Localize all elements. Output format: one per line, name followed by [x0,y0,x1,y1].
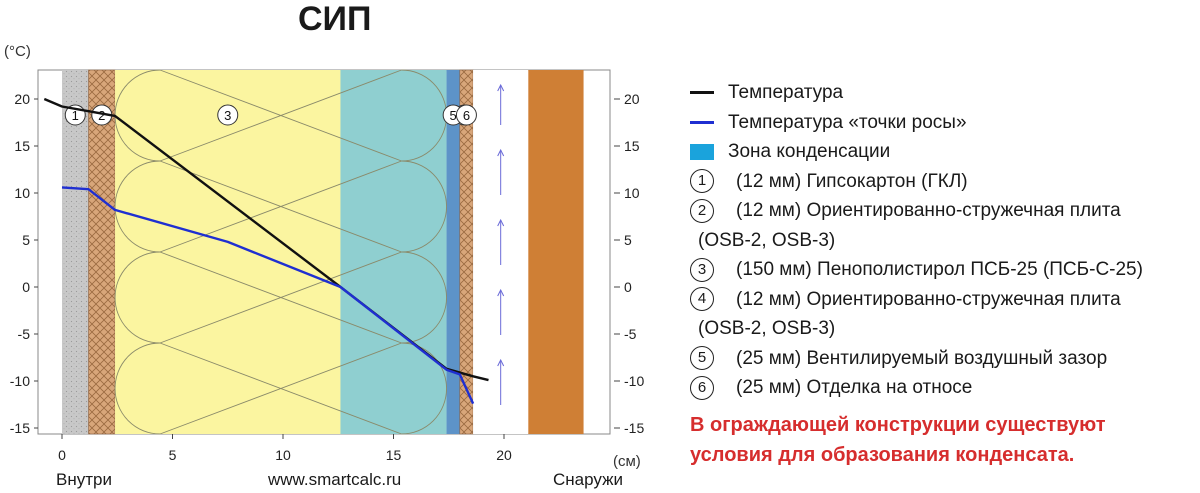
y-tick-label-left: 5 [22,232,30,248]
layer-number-text: 1 [72,108,79,123]
dew-point-swatch [690,120,714,124]
y-tick-label-left: 10 [14,185,30,201]
legend-dew-point-label: Температура «точки росы» [728,111,967,133]
foam-lobe-left [114,160,161,253]
y-tick-label-right: 10 [624,185,640,201]
warning-line-1: В ограждающей конструкции существуют [690,414,1106,436]
y-tick-label-right: -5 [624,326,637,342]
layer-number-badge: 4 [690,287,714,312]
y-axis-unit: (°C) [4,43,31,60]
condensation-zone [340,70,447,434]
legend-condensation: Зона конденсации [690,137,1195,167]
foam-lobe-left [114,342,161,435]
layer-description: (25 мм) Отделка на относе [736,377,973,398]
layer-number-text: 5 [450,108,457,123]
air-flow-arrowhead [497,83,505,92]
foam-diagonal [159,342,402,435]
air-flow-arrowhead [497,288,505,297]
x-tick-label: 5 [169,447,177,463]
temperature-chart: 1234562020151510105500-5-5-10-10-15-1505… [4,43,644,470]
legend-layer-6: 6 (25 мм) Отделка на относе [690,373,1195,403]
condensation-swatch [690,143,714,160]
air-flow-arrowhead [497,148,505,157]
chart-title: СИП [298,0,372,38]
dew-point-line [61,186,475,405]
air-flow-arrowhead [497,218,505,227]
foam-diagonal [159,251,402,344]
x-tick-label: 15 [386,447,402,463]
layer-number-text: 6 [463,108,470,123]
layer-gypsum [62,70,89,434]
legend-layer-2-cont: (OSB-2, OSB-3) [698,229,836,251]
layer-description: (12 мм) Ориентированно-стружечная плита [736,288,1121,310]
layer-number-badge: 5 [690,346,714,371]
foam-diagonal [159,160,402,253]
legend-temperature-label: Температура [728,82,844,103]
x-tick-label: 10 [275,447,291,463]
layer-finish [528,70,584,434]
y-tick-label-left: -5 [18,326,31,342]
y-tick-label-left: 20 [14,91,30,107]
legend-layer-4-cont: (OSB-2, OSB-3) [698,318,836,339]
layer-number-text: 3 [224,108,231,123]
air-flow-arrowhead [497,358,505,367]
legend-dew-point: Температура «точки росы» [690,108,1195,138]
y-tick-label-left: 15 [14,138,30,154]
y-tick-label-left: 0 [22,279,30,295]
outside-label: Снаружи [553,470,623,489]
legend-layer-1: 1 (12 мм) Гипсокартон (ГКЛ) [690,167,1195,197]
layer-number-badge: 6 [690,375,714,400]
legend: Температура Температура «точки росы» Зон… [690,78,1195,403]
legend-layer-3: 3 (150 мм) Пенополистирол ПСБ-25 (ПСБ-С-… [690,255,1195,285]
foam-lobe-right [401,251,447,344]
warning-line-2: условия для образования конденсата. [690,444,1075,466]
layer-foam [115,70,341,434]
legend-layer-4: 4 (12 мм) Ориентированно-стружечная плит… [690,285,1195,315]
y-tick-label-left: -10 [10,373,30,389]
legend-layer-2: 2 (12 мм) Ориентированно-стружечная плит… [690,196,1195,226]
foam-lobe-left [114,251,161,344]
y-tick-label-right: 15 [624,138,640,154]
y-tick-label-right: 20 [624,91,640,107]
layer-number-badge: 3 [690,257,714,282]
legend-temperature: Температура [690,78,1195,108]
layer-description: (12 мм) Ориентированно-стружечная плита [736,200,1121,221]
y-tick-label-left: -15 [10,420,30,436]
layer-number-badge: 1 [690,169,714,194]
layer-number-circle [455,104,477,126]
y-tick-label-right: -15 [624,420,644,436]
temperature-line [43,97,489,382]
website-label: www.smartcalc.ru [268,470,402,489]
foam-lobe-right [401,160,447,253]
layer-number-text: 2 [98,108,105,123]
y-tick-label-right: 0 [624,279,632,295]
layer-osb-outer-wet [446,70,460,434]
foam-diagonal [159,69,402,162]
layer-description: (150 мм) Пенополистирол ПСБ-25 (ПСБ-С-25… [736,259,1143,280]
legend-condensation-label: Зона конденсации [728,141,891,162]
temperature-swatch [690,91,714,95]
inside-label: Внутри [56,470,112,489]
layer-number-circle [217,104,239,126]
x-axis-unit: (см) [613,453,641,470]
condensation-warning: В ограждающей конструкции существуют усл… [690,410,1106,470]
layer-osb-inner [88,69,116,435]
layer-description: (25 мм) Вентилируемый воздушный зазор [736,347,1108,369]
y-tick-label-right: -10 [624,373,644,389]
layer-description: (12 мм) Гипсокартон (ГКЛ) [736,170,968,192]
y-tick-label-right: 5 [624,232,632,248]
legend-layer-5: 5 (25 мм) Вентилируемый воздушный зазор [690,344,1195,374]
layer-number-badge: 2 [690,198,714,223]
x-tick-label: 0 [58,447,66,463]
x-tick-label: 20 [496,447,512,463]
